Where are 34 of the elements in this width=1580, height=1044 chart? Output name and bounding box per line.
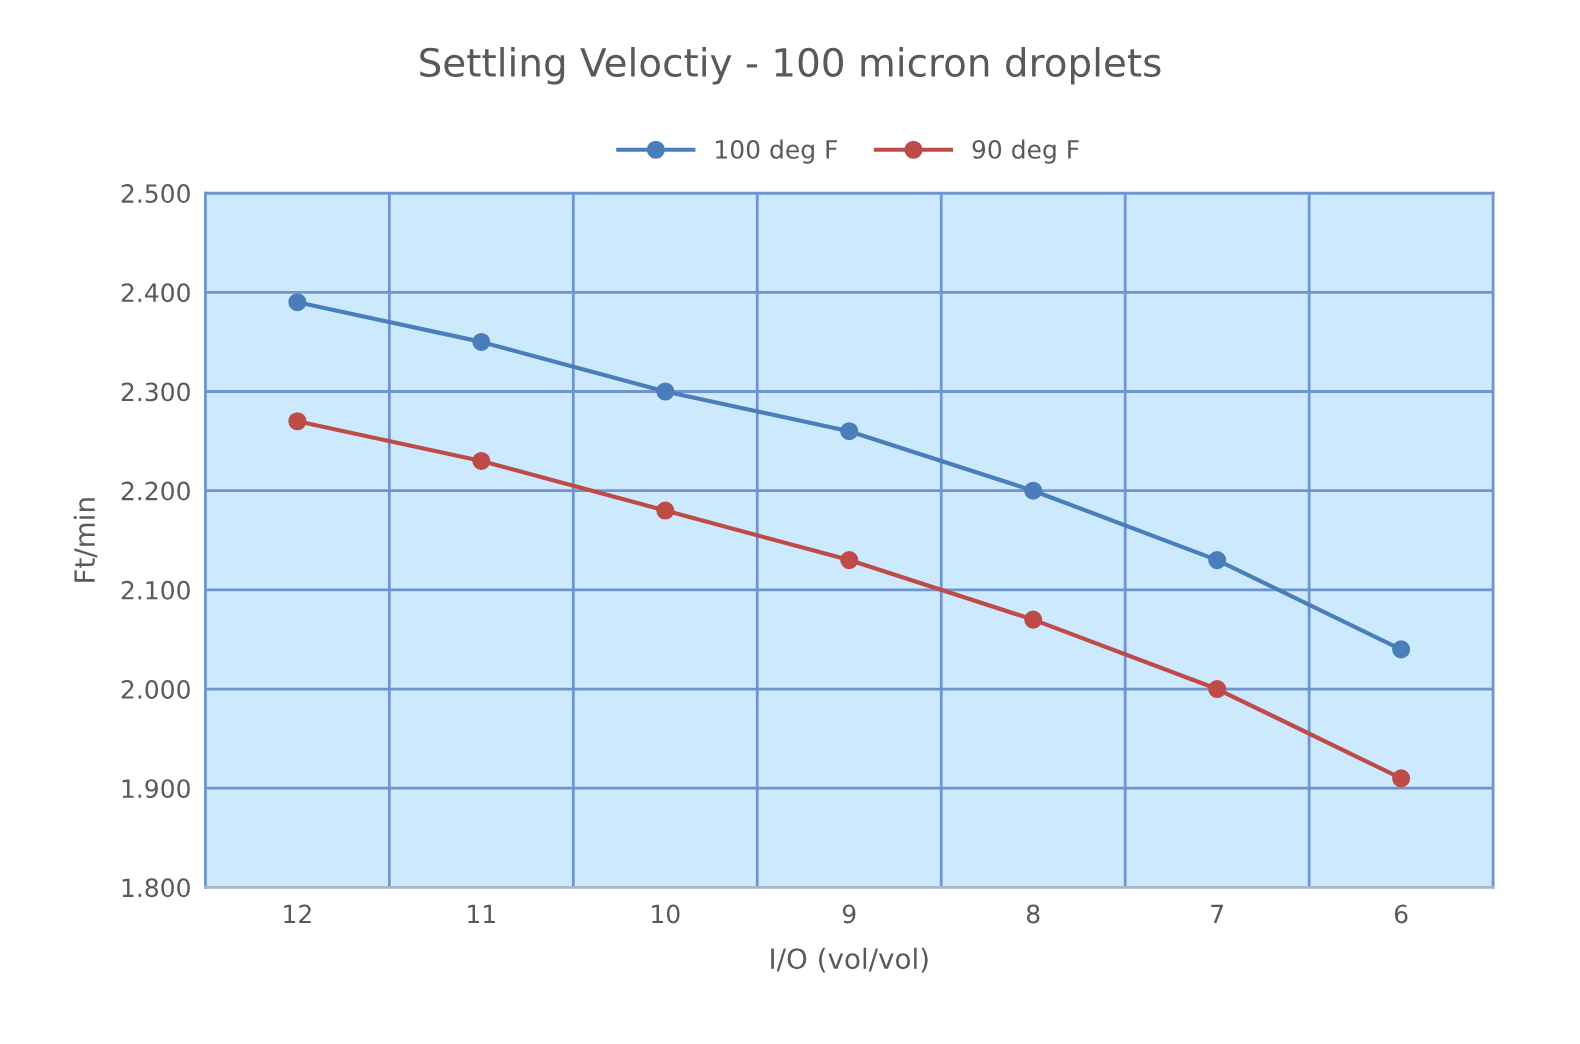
point <box>1392 640 1411 659</box>
y-tick-label: 2.200 <box>121 481 190 501</box>
point <box>656 382 675 401</box>
y-axis-title: Ft/min <box>73 498 98 582</box>
point <box>472 332 491 351</box>
y-tick-label: 1.900 <box>122 779 190 799</box>
x-tick-label: 10 <box>652 904 680 924</box>
point <box>288 293 307 312</box>
legend-label: 100 deg F <box>716 139 837 164</box>
y-tick-label: 2.400 <box>121 283 190 303</box>
point <box>1208 551 1227 570</box>
point <box>472 451 491 470</box>
x-tick-label: 7 <box>1211 904 1223 924</box>
point <box>840 551 859 570</box>
point <box>1024 610 1043 629</box>
x-tick-label: 8 <box>1026 904 1040 924</box>
x-tick-label: 11 <box>468 904 495 924</box>
y-tick-label: 2.100 <box>121 580 190 600</box>
x-tick-label: 6 <box>1394 904 1408 924</box>
x-axis-title: I/O (vol/vol) <box>771 947 928 973</box>
point <box>656 501 675 520</box>
point <box>1208 680 1227 699</box>
legend-label: 90 deg F <box>972 139 1079 164</box>
x-tick-label: 12 <box>284 904 311 924</box>
point <box>840 422 859 441</box>
point <box>288 412 307 431</box>
y-tick-label: 1.800 <box>122 878 190 898</box>
y-tick-label: 2.300 <box>121 382 190 402</box>
x-tick-label: 9 <box>842 904 856 924</box>
point <box>1024 481 1043 500</box>
chart-title: Settling Veloctiy - 100 micron droplets <box>420 46 1161 85</box>
y-tick-label: 2.500 <box>121 184 190 203</box>
y-tick-label: 2.000 <box>121 679 190 699</box>
point <box>1392 769 1411 788</box>
